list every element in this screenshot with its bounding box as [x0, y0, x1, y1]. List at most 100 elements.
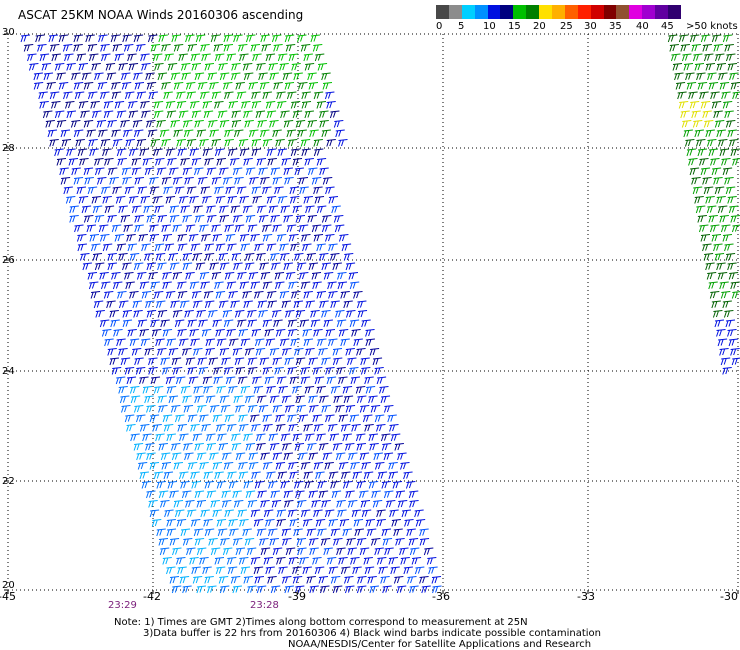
wind-barb	[214, 471, 224, 480]
wind-barb	[254, 481, 265, 489]
wind-barb	[251, 139, 262, 147]
wind-barb	[163, 91, 173, 100]
wind-barb	[109, 310, 119, 318]
wind-barb	[87, 91, 98, 100]
wind-barb	[143, 205, 153, 214]
wind-barb	[703, 186, 714, 195]
wind-barb	[294, 443, 305, 451]
wind-barb	[250, 557, 261, 565]
wind-barb	[388, 462, 398, 470]
wind-barb	[298, 224, 309, 233]
wind-barb	[169, 205, 180, 214]
wind-barb	[135, 367, 146, 375]
scale-swatch	[500, 5, 514, 19]
wind-barb	[296, 500, 307, 508]
wind-barb	[279, 291, 290, 299]
wind-barb	[266, 471, 276, 480]
wind-barb	[146, 82, 157, 90]
wind-barb	[118, 205, 128, 214]
wind-barb	[161, 177, 172, 185]
wind-barb	[382, 585, 392, 594]
wind-barb	[156, 528, 166, 537]
wind-barb	[172, 272, 183, 280]
wind-barb	[722, 101, 733, 109]
wind-barb	[230, 300, 240, 309]
wind-barb	[153, 291, 164, 299]
wind-barb	[161, 82, 171, 90]
wind-barb	[321, 262, 332, 271]
wind-barb	[133, 443, 144, 451]
wind-barb	[319, 300, 329, 309]
wind-barb	[292, 158, 303, 166]
wind-barb	[109, 357, 120, 366]
wind-barb	[253, 386, 264, 394]
wind-barb	[191, 110, 202, 119]
wind-barb	[340, 338, 350, 347]
wind-barb	[56, 120, 67, 128]
wind-barb	[137, 462, 148, 470]
wind-barb	[279, 253, 290, 261]
wind-barb	[149, 224, 159, 233]
wind-barb	[364, 566, 375, 575]
wind-barb	[313, 91, 324, 100]
wind-barb	[299, 186, 309, 195]
wind-barb	[200, 186, 211, 195]
wind-barb	[157, 395, 167, 404]
wind-barb	[356, 443, 366, 451]
wind-barb	[217, 433, 227, 442]
scale-label: 10	[483, 21, 496, 32]
wind-barb	[166, 386, 177, 394]
note-line: NOAA/NESDIS/Center for Satellite Applica…	[288, 639, 592, 650]
wind-barb	[393, 528, 403, 537]
wind-barb	[248, 129, 259, 138]
wind-barb	[73, 177, 84, 185]
wind-barb	[118, 253, 128, 261]
wind-barb	[316, 205, 327, 214]
wind-barb	[126, 424, 136, 432]
wind-barb	[350, 376, 361, 385]
wind-barb	[329, 433, 340, 442]
scale-swatch	[436, 5, 449, 19]
wind-barb	[122, 310, 132, 318]
wind-barb	[316, 158, 327, 166]
wind-barb	[732, 158, 740, 166]
wind-barb	[363, 557, 373, 565]
wind-barb	[197, 82, 208, 90]
wind-barb	[370, 538, 381, 546]
wind-barb	[236, 91, 247, 100]
wind-barb	[318, 490, 329, 499]
wind-barb	[390, 433, 401, 442]
wind-barb	[730, 82, 740, 90]
wind-barb	[60, 177, 71, 185]
wind-barb	[330, 386, 341, 394]
wind-barb	[286, 91, 297, 100]
wind-barb	[230, 205, 241, 214]
wind-barb	[319, 395, 329, 404]
wind-barb	[331, 205, 341, 214]
wind-barb	[265, 338, 276, 347]
wind-barb	[171, 34, 181, 43]
wind-barb	[300, 139, 311, 147]
wind-barb	[284, 34, 295, 43]
wind-barb	[210, 500, 220, 508]
wind-barb	[694, 129, 704, 138]
wind-barb	[331, 490, 342, 499]
wind-barb	[355, 433, 366, 442]
wind-barb	[219, 348, 230, 356]
wind-barb	[234, 357, 245, 366]
wind-barb	[414, 566, 425, 575]
wind-barb	[269, 120, 279, 128]
wind-barb	[260, 177, 270, 185]
wind-barb	[114, 53, 125, 62]
wind-barb	[353, 291, 363, 299]
wind-barb	[58, 34, 69, 43]
wind-barb	[144, 253, 154, 261]
wind-barb	[717, 272, 728, 280]
wind-barb	[66, 110, 77, 119]
wind-barb	[153, 471, 164, 480]
wind-barb	[283, 167, 293, 176]
wind-barb	[722, 34, 733, 43]
wind-barb	[200, 281, 210, 290]
wind-barb	[250, 281, 261, 290]
wind-barb	[209, 129, 219, 138]
